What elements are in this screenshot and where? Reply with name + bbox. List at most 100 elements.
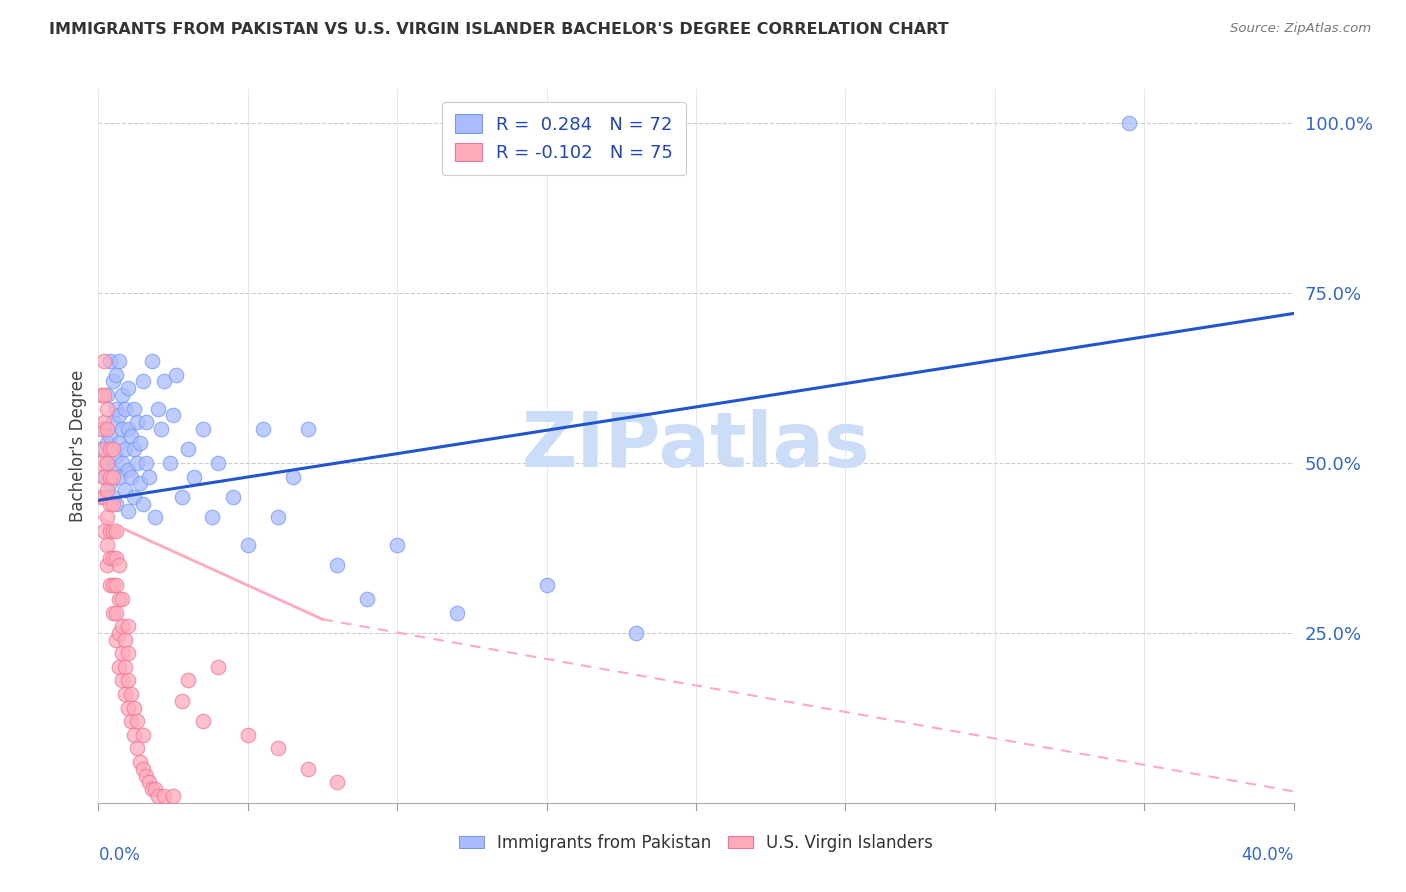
Point [114, 687, 136, 701]
Point [120, 469, 142, 483]
Point [105, 524, 128, 538]
Point [153, 375, 176, 389]
Point [124, 728, 146, 742]
Point [124, 700, 146, 714]
Point [105, 401, 128, 416]
Point [132, 497, 155, 511]
Point [127, 714, 149, 729]
Point [177, 673, 200, 688]
Point [111, 673, 134, 688]
Point [117, 646, 139, 660]
Point [98, 469, 122, 483]
Point [153, 789, 176, 803]
Point [1118, 116, 1140, 130]
Text: ZIPatlas: ZIPatlas [522, 409, 870, 483]
Point [150, 422, 173, 436]
Point [108, 469, 131, 483]
Point [236, 728, 259, 742]
Point [124, 442, 146, 457]
Point [159, 456, 181, 470]
Point [111, 619, 134, 633]
Point [90, 456, 112, 470]
Point [114, 483, 136, 498]
Point [96, 537, 118, 551]
Point [105, 578, 128, 592]
Point [103, 442, 125, 457]
Point [117, 700, 139, 714]
Point [191, 422, 214, 436]
Point [93, 422, 115, 436]
Point [446, 606, 468, 620]
Point [177, 442, 200, 457]
Text: Source: ZipAtlas.com: Source: ZipAtlas.com [1230, 22, 1371, 36]
Point [98, 551, 122, 566]
Point [117, 619, 139, 633]
Point [148, 401, 170, 416]
Text: 0.0%: 0.0% [98, 846, 141, 863]
Point [183, 469, 205, 483]
Point [120, 687, 142, 701]
Point [93, 490, 115, 504]
Point [96, 456, 118, 470]
Point [108, 409, 131, 423]
Point [98, 442, 122, 457]
Point [114, 442, 136, 457]
Point [103, 415, 125, 429]
Point [207, 456, 229, 470]
Point [135, 456, 157, 470]
Point [103, 497, 125, 511]
Point [117, 673, 139, 688]
Point [117, 381, 139, 395]
Point [267, 741, 290, 756]
Y-axis label: Bachelor's Degree: Bachelor's Degree [69, 370, 87, 522]
Point [297, 422, 319, 436]
Point [108, 591, 131, 606]
Point [90, 422, 112, 436]
Point [90, 442, 112, 457]
Text: IMMIGRANTS FROM PAKISTAN VS U.S. VIRGIN ISLANDER BACHELOR'S DEGREE CORRELATION C: IMMIGRANTS FROM PAKISTAN VS U.S. VIRGIN … [49, 22, 949, 37]
Point [148, 789, 170, 803]
Point [326, 775, 349, 789]
Point [120, 714, 142, 729]
Point [236, 537, 259, 551]
Point [252, 422, 274, 436]
Point [222, 490, 245, 504]
Point [124, 490, 146, 504]
Point [141, 354, 163, 368]
Point [108, 435, 131, 450]
Point [103, 463, 125, 477]
Point [111, 422, 134, 436]
Point [108, 558, 131, 572]
Point [626, 626, 648, 640]
Point [96, 422, 118, 436]
Point [129, 755, 152, 769]
Point [162, 789, 184, 803]
Point [108, 626, 131, 640]
Point [105, 606, 128, 620]
Point [90, 388, 112, 402]
Point [98, 476, 122, 491]
Point [103, 375, 125, 389]
Point [93, 388, 115, 402]
Legend: Immigrants from Pakistan, U.S. Virgin Islanders: Immigrants from Pakistan, U.S. Virgin Is… [453, 828, 939, 859]
Point [96, 558, 118, 572]
Point [96, 435, 118, 450]
Point [93, 415, 115, 429]
Point [165, 368, 187, 382]
Point [114, 660, 136, 674]
Point [120, 429, 142, 443]
Point [127, 741, 149, 756]
Point [127, 415, 149, 429]
Point [105, 449, 128, 463]
Point [143, 510, 166, 524]
Point [111, 456, 134, 470]
Point [138, 469, 160, 483]
Point [129, 476, 152, 491]
Point [536, 578, 558, 592]
Point [90, 490, 112, 504]
Point [326, 558, 349, 572]
Point [201, 510, 224, 524]
Point [105, 497, 128, 511]
Point [103, 490, 125, 504]
Point [103, 606, 125, 620]
